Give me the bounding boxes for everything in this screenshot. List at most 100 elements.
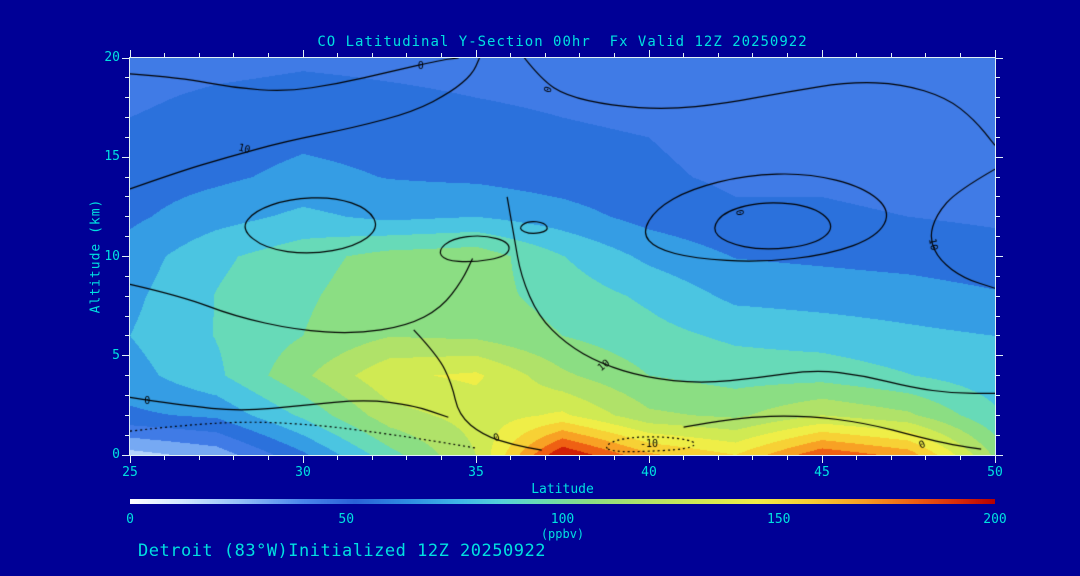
y-tick-label: 5 xyxy=(112,347,120,363)
y-tick-mark xyxy=(122,256,129,257)
colorbar-tick-label: 150 xyxy=(767,512,791,527)
y-tick-mark xyxy=(125,216,129,218)
colorbar-canvas xyxy=(130,499,995,504)
x-tick-label: 50 xyxy=(987,465,1003,480)
x-tick-mark xyxy=(337,53,339,57)
x-tick-mark xyxy=(371,456,373,460)
x-tick-mark xyxy=(890,456,892,460)
x-tick-mark xyxy=(613,456,615,460)
y-tick-mark xyxy=(125,236,129,238)
y-tick-mark xyxy=(125,394,129,396)
y-tick-label: 15 xyxy=(104,149,120,165)
y-tick-mark xyxy=(996,434,1000,436)
x-tick-mark xyxy=(302,50,304,57)
x-tick-mark xyxy=(890,53,892,57)
y-tick-mark xyxy=(125,275,129,277)
x-tick-mark xyxy=(821,50,823,57)
y-tick-mark xyxy=(996,176,1000,178)
x-tick-mark xyxy=(821,456,823,463)
x-tick-label: 30 xyxy=(295,465,311,480)
y-tick-label: 20 xyxy=(104,50,120,65)
x-tick-mark xyxy=(129,456,131,463)
x-tick-mark xyxy=(683,53,685,57)
y-tick-mark xyxy=(996,117,1000,119)
x-tick-mark xyxy=(164,456,166,460)
x-tick-mark xyxy=(198,456,200,460)
x-tick-label: 35 xyxy=(468,465,484,480)
x-tick-mark xyxy=(510,456,512,460)
y-tick-mark xyxy=(125,196,129,198)
chart-title: CO Latitudinal Y-Section 00hr Fx Valid 1… xyxy=(317,34,808,50)
y-tick-mark xyxy=(125,414,129,416)
x-tick-mark xyxy=(856,53,858,57)
x-tick-mark xyxy=(683,456,685,460)
x-axis-label: Latitude xyxy=(531,482,594,497)
x-tick-mark xyxy=(371,53,373,57)
y-tick-mark xyxy=(996,77,1000,79)
y-tick-mark xyxy=(996,57,1003,59)
y-tick-mark xyxy=(125,176,129,178)
y-tick-mark xyxy=(996,216,1000,218)
y-tick-mark xyxy=(996,355,1003,357)
y-tick-mark xyxy=(996,196,1000,198)
y-tick-mark xyxy=(122,454,129,456)
y-tick-mark xyxy=(125,375,129,377)
x-tick-mark xyxy=(267,456,269,460)
y-tick-mark xyxy=(125,117,129,119)
colorbar-tick-label: 0 xyxy=(126,512,134,527)
x-tick-mark xyxy=(959,53,961,57)
y-tick-mark xyxy=(996,275,1000,277)
plot-area xyxy=(129,57,996,456)
x-tick-mark xyxy=(786,53,788,57)
y-tick-mark xyxy=(125,315,129,317)
footer-caption: Detroit (83°W)Initialized 12Z 20250922 xyxy=(138,541,546,561)
colorbar-units-label: (ppbv) xyxy=(540,527,585,541)
x-tick-mark xyxy=(786,456,788,460)
x-tick-mark xyxy=(544,53,546,57)
x-tick-mark xyxy=(856,456,858,460)
y-tick-mark xyxy=(125,136,129,138)
y-tick-label: 0 xyxy=(112,447,120,462)
y-tick-mark xyxy=(996,335,1000,337)
y-tick-mark xyxy=(125,335,129,337)
x-tick-mark xyxy=(198,53,200,57)
y-tick-mark xyxy=(996,136,1000,138)
x-tick-mark xyxy=(406,456,408,460)
x-tick-mark xyxy=(406,53,408,57)
colorbar-tick-label: 100 xyxy=(550,512,575,527)
x-tick-mark xyxy=(579,456,581,460)
y-tick-mark xyxy=(122,355,129,357)
y-tick-mark xyxy=(996,256,1003,257)
x-tick-mark xyxy=(544,456,546,460)
x-tick-mark xyxy=(717,53,719,57)
x-tick-mark xyxy=(475,456,477,463)
y-tick-mark xyxy=(996,414,1000,416)
y-tick-mark xyxy=(996,315,1000,317)
colorbar-tick-label: 200 xyxy=(983,512,1007,527)
x-tick-mark xyxy=(579,53,581,57)
x-tick-mark xyxy=(648,50,650,57)
x-tick-mark xyxy=(510,53,512,57)
y-tick-mark xyxy=(996,156,1003,158)
x-tick-mark xyxy=(440,53,442,57)
x-tick-mark xyxy=(337,456,339,460)
y-tick-mark xyxy=(122,57,129,59)
co-contour-field-canvas xyxy=(130,58,995,455)
colorbar-tick-label: 50 xyxy=(338,512,355,527)
x-tick-mark xyxy=(440,456,442,460)
y-tick-mark xyxy=(996,295,1000,297)
x-tick-mark xyxy=(959,456,961,460)
x-tick-label: 45 xyxy=(814,465,830,480)
x-tick-mark xyxy=(233,53,235,57)
y-tick-mark xyxy=(996,236,1000,238)
x-tick-mark xyxy=(752,53,754,57)
x-tick-mark xyxy=(994,50,996,57)
x-tick-mark xyxy=(925,53,927,57)
y-tick-mark xyxy=(996,394,1000,396)
y-tick-mark xyxy=(996,375,1000,377)
x-tick-mark xyxy=(925,456,927,460)
y-tick-mark xyxy=(125,434,129,436)
x-tick-mark xyxy=(613,53,615,57)
x-tick-mark xyxy=(648,456,650,463)
